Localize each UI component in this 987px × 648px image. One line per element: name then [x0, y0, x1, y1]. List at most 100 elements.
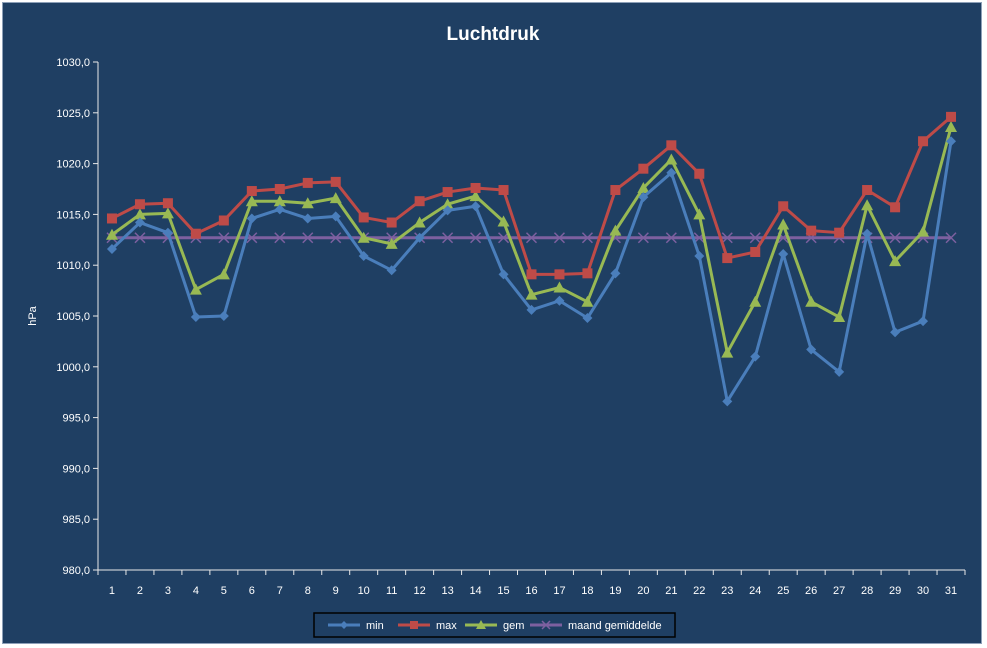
x-marker-stroke [889, 232, 901, 244]
data-point-max [918, 136, 929, 147]
data-point-max [694, 168, 705, 179]
data-point-gem [861, 199, 874, 211]
data-point-min [722, 396, 733, 407]
data-point-min [134, 217, 145, 228]
x-marker-stroke [162, 232, 174, 244]
x-marker-stroke [470, 232, 482, 244]
data-point-min [274, 204, 285, 215]
chart-title: Luchtdruk [447, 24, 540, 45]
x-tick-label: 26 [805, 585, 817, 597]
data-point-gem [889, 255, 902, 267]
data-point-min [750, 351, 761, 362]
x-tick-label: 29 [889, 585, 901, 597]
data-point-min [694, 251, 705, 262]
legend-item-gem: gem [465, 620, 524, 632]
data-point-gem [161, 207, 174, 219]
data-point-min [358, 251, 369, 262]
data-point-maand-gemiddelde [302, 232, 314, 244]
data-point-gem [749, 295, 762, 307]
data-point-max [526, 269, 537, 280]
x-marker-stroke [541, 620, 551, 630]
y-tick-label: 1025,0 [56, 108, 90, 120]
data-point-max [722, 253, 733, 264]
legend-item-maand-gemiddelde: maand gemiddelde [530, 620, 662, 632]
data-point-max [890, 202, 901, 213]
x-tick-label: 20 [637, 585, 649, 597]
x-tick-label: 9 [333, 585, 339, 597]
legend-item-min: min [328, 620, 384, 632]
data-point-gem [413, 216, 426, 228]
x-tick-label: 23 [721, 585, 733, 597]
data-point-min [554, 295, 565, 306]
data-point-gem [833, 311, 846, 323]
data-point-gem [217, 268, 230, 280]
data-point-gem [105, 228, 118, 240]
data-point-min [106, 243, 117, 254]
x-tick-label: 27 [833, 585, 845, 597]
data-point-gem [133, 208, 146, 220]
data-point-maand-gemiddelde [553, 232, 565, 244]
data-point-gem [441, 198, 454, 210]
x-marker-stroke [274, 232, 286, 244]
data-point-min [386, 265, 397, 276]
x-marker-stroke [553, 232, 565, 244]
y-tick-label: 1030,0 [56, 57, 90, 69]
data-point-gem [525, 288, 538, 300]
x-tick-label: 11 [386, 585, 397, 597]
data-point-gem [301, 197, 314, 209]
data-point-max [162, 198, 173, 209]
legend-marker [541, 620, 551, 630]
line-chart: Luchtdruk hPa 980,0 985,0 990,0 995,0 1000,0 10… [27, 24, 966, 638]
x-tick-label: 15 [497, 585, 509, 597]
data-point-min [834, 366, 845, 377]
x-tick-label: 14 [469, 585, 481, 597]
data-point-gem [777, 218, 790, 230]
y-tick-label: 1015,0 [56, 209, 90, 221]
x-marker-stroke [218, 232, 230, 244]
data-point-min [778, 249, 789, 260]
data-point-gem [497, 215, 510, 227]
data-point-min [470, 201, 481, 212]
x-tick-label: 21 [665, 585, 677, 597]
data-point-min [526, 304, 537, 315]
x-tick-label: 13 [441, 585, 453, 597]
data-point-max [582, 268, 593, 279]
data-point-maand-gemiddelde [470, 232, 482, 244]
y-tick-label: 985,0 [62, 514, 90, 526]
data-point-gem [805, 295, 818, 307]
data-point-min [162, 227, 173, 238]
data-point-min [218, 311, 229, 321]
data-point-max [750, 246, 761, 257]
data-point-max [442, 187, 453, 198]
y-tick-label: 1010,0 [56, 260, 90, 272]
data-point-max [190, 228, 201, 239]
x-marker-stroke [945, 232, 957, 244]
x-marker-stroke [134, 232, 146, 244]
data-point-min [666, 167, 677, 178]
x-tick-label: 6 [249, 585, 255, 597]
x-tick-label: 5 [221, 585, 227, 597]
data-point-max [134, 199, 145, 210]
legend-marker [476, 620, 486, 629]
data-point-max [862, 185, 873, 196]
data-point-gem [469, 190, 482, 202]
x-marker-stroke [581, 232, 593, 244]
data-point-min [610, 268, 621, 279]
data-point-min [414, 232, 425, 243]
series-maand-gemiddelde [106, 232, 957, 244]
data-point-min [442, 205, 453, 216]
x-marker-stroke [302, 232, 314, 244]
data-point-min [918, 316, 929, 327]
data-point-min [890, 327, 901, 338]
data-point-max [806, 225, 817, 236]
data-point-gem [553, 281, 566, 293]
data-point-min [246, 213, 257, 224]
data-point-min [330, 211, 341, 222]
x-marker-stroke [442, 232, 454, 244]
x-tick-label: 17 [553, 585, 565, 597]
data-point-maand-gemiddelde [637, 232, 649, 244]
data-point-maand-gemiddelde [274, 232, 286, 244]
data-point-maand-gemiddelde [721, 232, 733, 244]
x-tick-label: 12 [414, 585, 426, 597]
